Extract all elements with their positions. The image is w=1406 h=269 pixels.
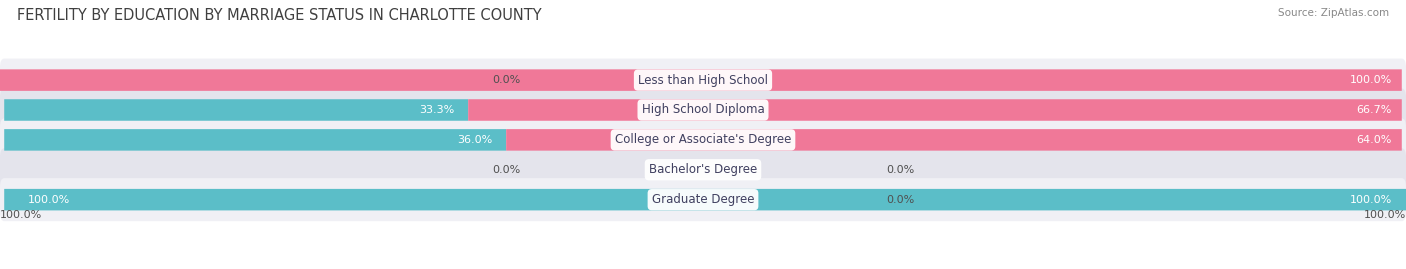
FancyBboxPatch shape bbox=[468, 99, 1402, 121]
FancyBboxPatch shape bbox=[4, 189, 1406, 210]
Text: 0.0%: 0.0% bbox=[886, 195, 914, 205]
Text: 100.0%: 100.0% bbox=[1350, 195, 1392, 205]
Text: FERTILITY BY EDUCATION BY MARRIAGE STATUS IN CHARLOTTE COUNTY: FERTILITY BY EDUCATION BY MARRIAGE STATU… bbox=[17, 8, 541, 23]
FancyBboxPatch shape bbox=[0, 59, 1406, 102]
FancyBboxPatch shape bbox=[4, 99, 468, 121]
Text: 33.3%: 33.3% bbox=[419, 105, 454, 115]
Text: 100.0%: 100.0% bbox=[28, 195, 70, 205]
Text: Bachelor's Degree: Bachelor's Degree bbox=[650, 163, 756, 176]
Text: 64.0%: 64.0% bbox=[1357, 135, 1392, 145]
FancyBboxPatch shape bbox=[0, 89, 1406, 132]
Text: Less than High School: Less than High School bbox=[638, 74, 768, 87]
Text: 36.0%: 36.0% bbox=[457, 135, 492, 145]
Text: High School Diploma: High School Diploma bbox=[641, 104, 765, 116]
FancyBboxPatch shape bbox=[0, 178, 1406, 221]
Text: 100.0%: 100.0% bbox=[1350, 75, 1392, 85]
Text: 100.0%: 100.0% bbox=[0, 210, 42, 220]
FancyBboxPatch shape bbox=[0, 118, 1406, 161]
Text: 0.0%: 0.0% bbox=[492, 75, 520, 85]
Text: Graduate Degree: Graduate Degree bbox=[652, 193, 754, 206]
FancyBboxPatch shape bbox=[4, 129, 506, 151]
FancyBboxPatch shape bbox=[506, 129, 1402, 151]
FancyBboxPatch shape bbox=[0, 69, 1402, 91]
Text: Source: ZipAtlas.com: Source: ZipAtlas.com bbox=[1278, 8, 1389, 18]
Text: 0.0%: 0.0% bbox=[492, 165, 520, 175]
Text: 0.0%: 0.0% bbox=[886, 165, 914, 175]
Text: 66.7%: 66.7% bbox=[1357, 105, 1392, 115]
Text: 100.0%: 100.0% bbox=[1364, 210, 1406, 220]
FancyBboxPatch shape bbox=[0, 148, 1406, 191]
Text: College or Associate's Degree: College or Associate's Degree bbox=[614, 133, 792, 146]
